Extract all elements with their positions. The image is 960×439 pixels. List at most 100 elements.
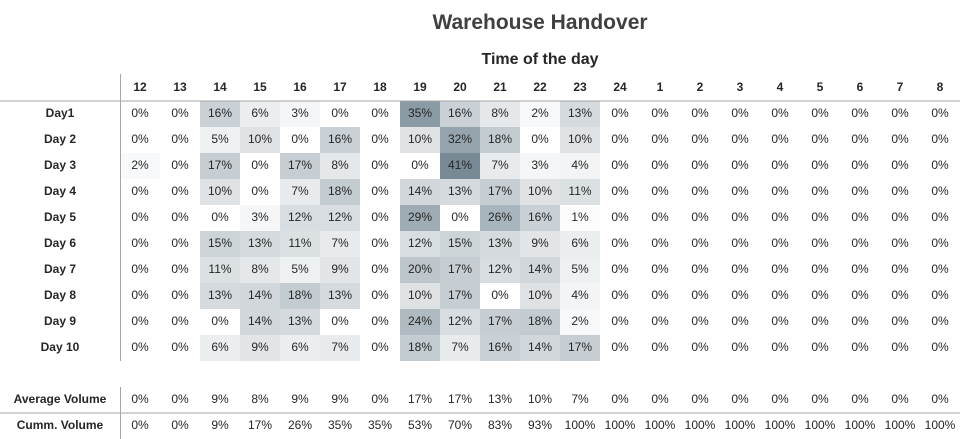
column-header: 13 [173,80,187,94]
cell-value: 0% [171,340,189,354]
cell-value: 0% [611,132,629,146]
cell-value: 0% [611,158,629,172]
cell-value: 0% [691,210,709,224]
heatmap-cell [520,335,560,361]
cell-value: 0% [811,106,829,120]
cell-value: 0% [131,288,149,302]
heatmap-cell [200,179,240,205]
cell-value: 13% [448,184,472,198]
cell-value: 0% [371,314,389,328]
summary-value: 100% [805,418,836,432]
cell-value: 0% [771,288,789,302]
cell-value: 0% [851,236,869,250]
cell-value: 4% [571,288,589,302]
row-label: Day 9 [44,314,76,328]
cell-value: 3% [291,106,309,120]
summary-value: 0% [931,392,949,406]
cell-value: 10% [248,132,272,146]
row-label: Day 4 [44,184,76,198]
cell-value: 0% [891,132,909,146]
cell-value: 0% [131,106,149,120]
heatmap-cell [480,257,520,283]
summary-value: 35% [368,418,392,432]
cell-value: 17% [288,158,312,172]
cell-value: 20% [408,262,432,276]
heatmap-cell [520,101,560,127]
summary-value: 17% [448,392,472,406]
heatmap-cell [400,257,440,283]
column-header: 8 [937,80,944,94]
column-header: 1 [657,80,664,94]
cell-value: 0% [691,158,709,172]
cell-value: 32% [448,132,472,146]
heatmap-cell [560,205,600,231]
cell-value: 8% [491,106,509,120]
heatmap-cell [520,179,560,205]
summary-value: 0% [891,392,909,406]
cell-value: 0% [811,288,829,302]
cell-value: 0% [371,236,389,250]
cell-value: 0% [651,236,669,250]
summary-value: 9% [211,392,229,406]
heatmap-cell [200,283,240,309]
cell-value: 0% [371,106,389,120]
cell-value: 10% [528,288,552,302]
cell-value: 2% [131,158,149,172]
cell-value: 0% [811,132,829,146]
summary-value: 0% [691,392,709,406]
cell-value: 2% [531,106,549,120]
cell-value: 0% [611,184,629,198]
column-header: 19 [413,80,427,94]
cell-value: 0% [651,184,669,198]
cell-value: 10% [408,132,432,146]
cell-value: 0% [331,106,349,120]
cell-value: 0% [731,106,749,120]
cell-value: 0% [331,314,349,328]
cell-value: 7% [331,340,349,354]
cell-value: 0% [131,210,149,224]
cell-value: 0% [611,288,629,302]
heatmap-cell [400,127,440,153]
summary-value: 13% [488,392,512,406]
heatmap-cell [280,153,320,179]
cell-value: 0% [731,262,749,276]
summary-value: 100% [685,418,716,432]
cell-value: 0% [411,158,429,172]
cell-value: 0% [131,314,149,328]
cell-value: 0% [931,288,949,302]
cell-value: 0% [731,184,749,198]
cell-value: 1% [571,210,589,224]
cell-value: 0% [691,236,709,250]
summary-value: 100% [645,418,676,432]
summary-value: 26% [288,418,312,432]
summary-value: 83% [488,418,512,432]
cell-value: 0% [731,132,749,146]
cell-value: 13% [208,288,232,302]
column-header: 4 [777,80,784,94]
cell-value: 15% [448,236,472,250]
row-label: Day 10 [41,340,80,354]
cell-value: 0% [611,340,629,354]
summary-value: 100% [605,418,636,432]
cell-value: 0% [371,288,389,302]
row-label: Day1 [46,106,75,120]
heatmap-cell [320,205,360,231]
cell-value: 0% [171,314,189,328]
heatmap-cell [480,127,520,153]
cell-value: 17% [448,288,472,302]
cell-value: 13% [248,236,272,250]
heatmap-cell [240,309,280,335]
cell-value: 0% [731,340,749,354]
heatmap-cell [560,309,600,335]
cell-value: 0% [531,132,549,146]
cell-value: 14% [408,184,432,198]
column-header: 22 [533,80,547,94]
cell-value: 0% [171,210,189,224]
summary-value: 17% [408,392,432,406]
cell-value: 10% [408,288,432,302]
cell-value: 16% [208,106,232,120]
heatmap-cell [240,335,280,361]
cell-value: 5% [291,262,309,276]
heatmap-cell [480,101,520,127]
cell-value: 0% [371,184,389,198]
